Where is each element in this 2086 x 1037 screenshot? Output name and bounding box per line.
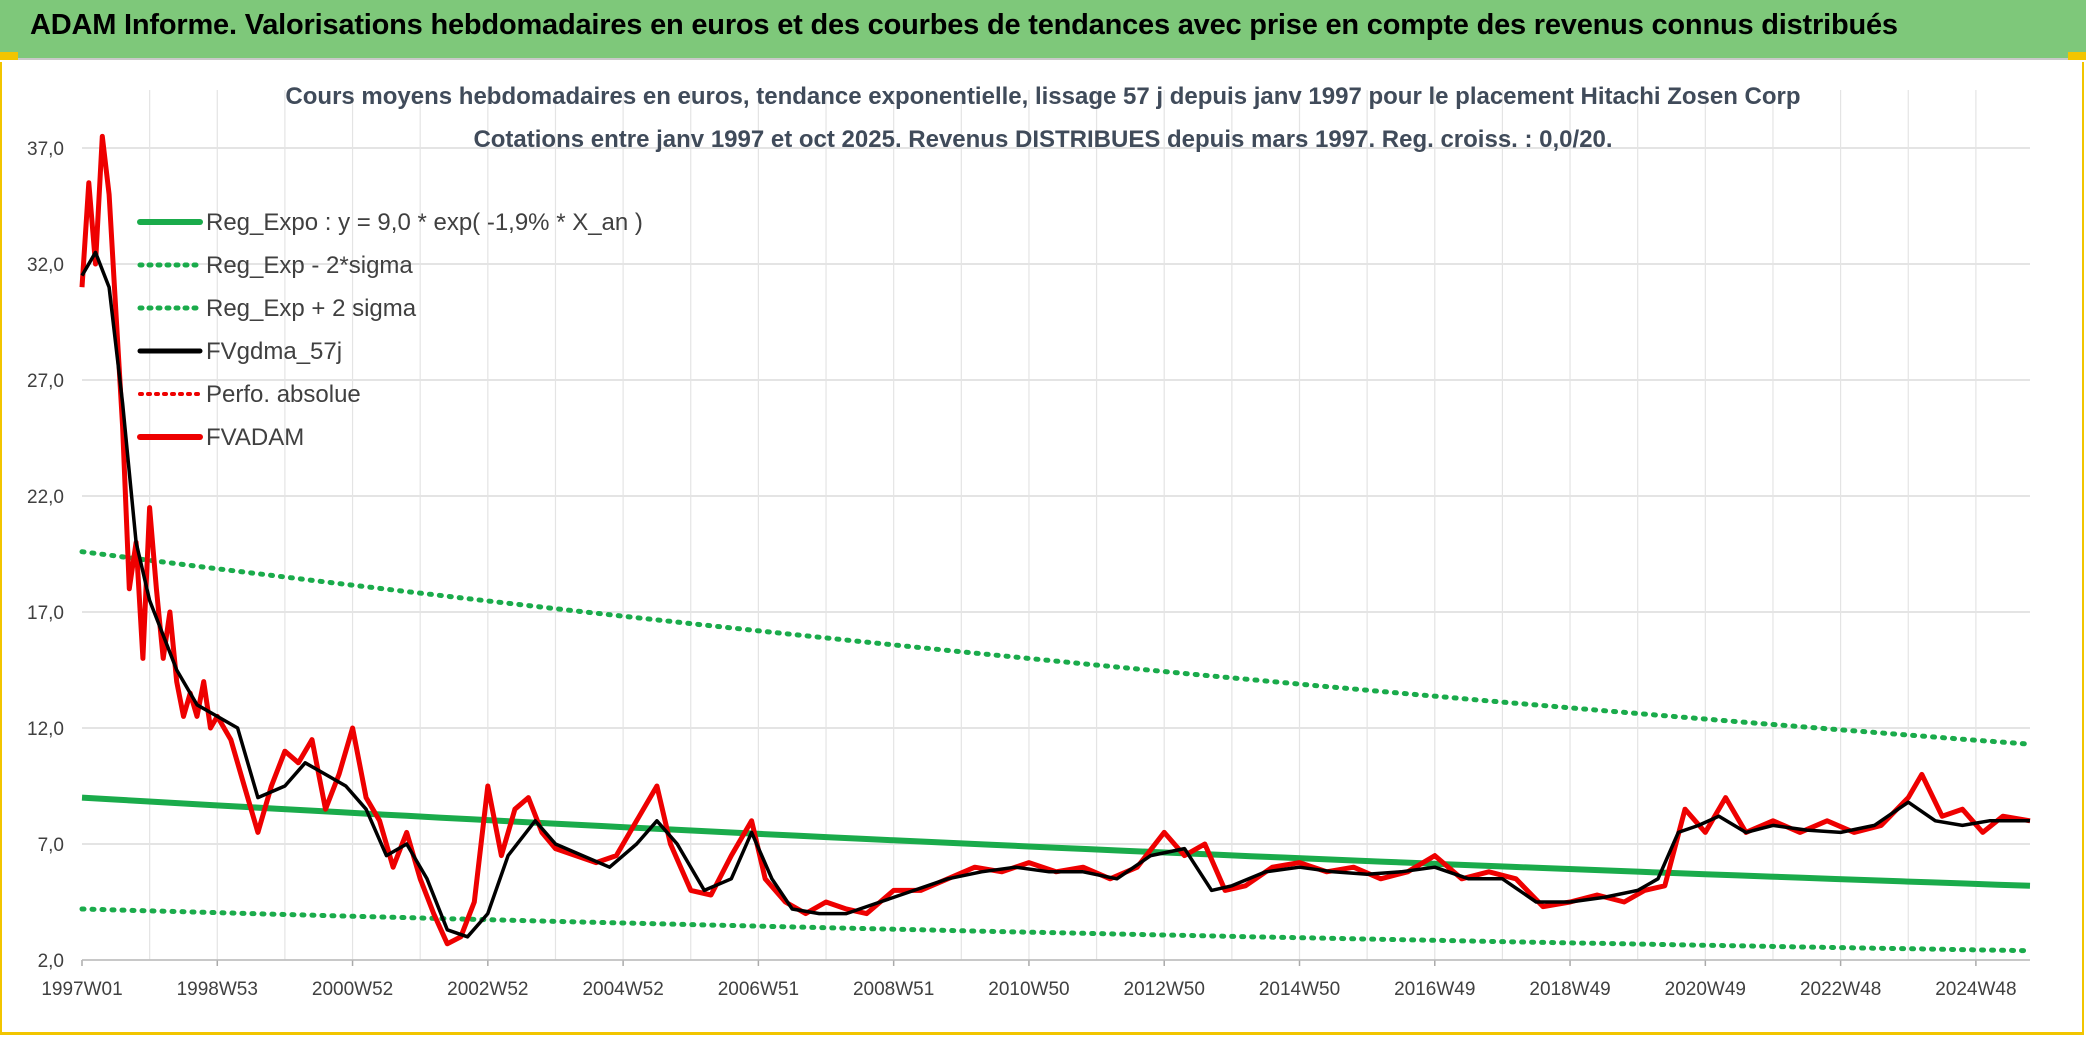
banner-corner-left [0,52,18,60]
x-tick-label: 2008W51 [853,979,934,1000]
x-tick-label: 2010W50 [988,979,1069,1000]
chart-title: Cours moyens hebdomadaires en euros, ten… [285,83,1800,110]
y-tick-label: 32,0 [27,255,64,276]
series-reg-exp-plus-2sigma [79,549,2033,747]
valuation-chart: 2,0 7,0 12,0 17,0 22,0 27,0 32,0 37,0 1997W01 199… [27,83,2033,1000]
x-tick-label: 2024W48 [1935,979,2016,1000]
series-fvadam [79,133,2031,947]
legend-label: Reg_Expo : y = 9,0 * exp( -1,9% * X_an ) [206,209,643,236]
chart-series [79,133,2033,954]
x-tick-label: 2016W49 [1394,979,1475,1000]
y-tick-label: 22,0 [27,487,64,508]
y-tick-label: 2,0 [38,951,64,972]
chart-grid [82,90,2030,961]
series-reg-exp-minus-2sigma [79,906,2033,954]
y-tick-label: 27,0 [27,371,64,392]
chart-axes: 2,0 7,0 12,0 17,0 22,0 27,0 32,0 37,0 1997W01 199… [27,139,2030,1000]
y-tick-label: 12,0 [27,719,64,740]
x-tick-label: 2018W49 [1529,979,1610,1000]
x-tick-label: 2000W52 [312,979,393,1000]
x-tick-label: 2002W52 [447,979,528,1000]
report-title: ADAM Informe. Valorisations hebdomadaire… [30,9,1898,41]
legend-label: Reg_Exp + 2 sigma [206,295,417,322]
x-tick-label: 2014W50 [1259,979,1340,1000]
chart-subtitle: Cotations entre janv 1997 et oct 2025. R… [473,126,1612,153]
chart-frame: 2,0 7,0 12,0 17,0 22,0 27,0 32,0 37,0 1997W01 199… [0,62,2084,1035]
report-banner: ADAM Informe. Valorisations hebdomadaire… [0,0,2086,60]
x-tick-label: 2022W48 [1800,979,1881,1000]
series-reg-expo [81,794,2031,889]
y-tick-label: 7,0 [38,835,64,856]
banner-corner-right [2068,52,2086,60]
legend-label: Reg_Exp - 2*sigma [206,252,413,279]
x-tick-label: 2004W52 [582,979,663,1000]
series-fvgdma-57j [80,250,2030,939]
chart-legend: Reg_Expo : y = 9,0 * exp( -1,9% * X_an )… [137,209,643,451]
legend-label: Perfo. absolue [206,381,361,408]
legend-label: FVgdma_57j [206,338,342,365]
legend-label: FVADAM [206,424,304,451]
y-tick-label: 37,0 [27,139,64,160]
x-tick-label: 2020W49 [1665,979,1746,1000]
x-tick-label: 2006W51 [718,979,799,1000]
x-tick-label: 2012W50 [1124,979,1205,1000]
x-tick-label: 1997W01 [41,979,122,1000]
x-tick-label: 1998W53 [177,979,258,1000]
y-tick-label: 17,0 [27,603,64,624]
